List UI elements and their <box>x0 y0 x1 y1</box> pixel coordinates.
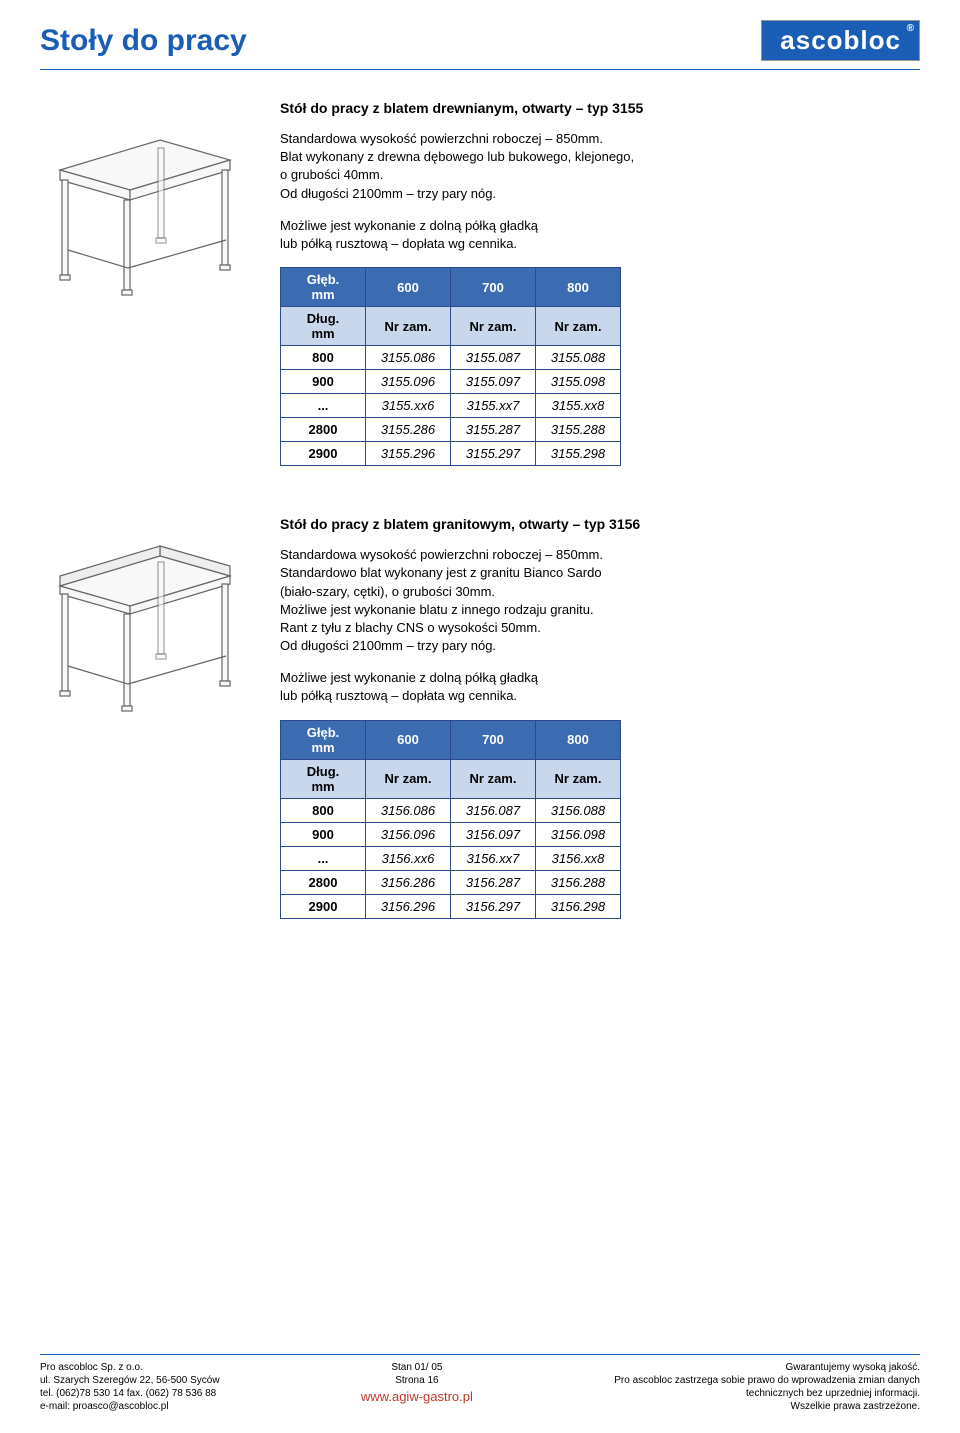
product-description-2: Możliwe jest wykonanie z dolną półką gła… <box>280 669 920 705</box>
cell-value: 3155.xx6 <box>366 394 451 418</box>
product-image-col <box>40 100 250 466</box>
page-footer: Pro ascobloc Sp. z o.o. ul. Szarych Szer… <box>40 1354 920 1413</box>
logo-text: ascobloc <box>780 25 901 55</box>
footer-right: Gwarantujemy wysoką jakość. Pro ascobloc… <box>614 1361 920 1413</box>
th-nrzam: Nr zam. <box>366 307 451 346</box>
th-nrzam: Nr zam. <box>451 307 536 346</box>
th-600: 600 <box>366 720 451 759</box>
cell-value: 3155.xx7 <box>451 394 536 418</box>
row-label: 900 <box>281 370 366 394</box>
row-label: ... <box>281 846 366 870</box>
cell-value: 3156.xx8 <box>536 846 621 870</box>
row-label: 800 <box>281 798 366 822</box>
cell-value: 3155.098 <box>536 370 621 394</box>
th-600: 600 <box>366 268 451 307</box>
cell-value: 3155.297 <box>451 442 536 466</box>
cell-value: 3156.086 <box>366 798 451 822</box>
cell-value: 3155.286 <box>366 418 451 442</box>
footer-center-text: Stan 01/ 05 Strona 16 <box>361 1361 473 1387</box>
cell-value: 3156.xx6 <box>366 846 451 870</box>
row-label: 2900 <box>281 894 366 918</box>
th-800: 800 <box>536 720 621 759</box>
cell-value: 3156.096 <box>366 822 451 846</box>
table-row: 28003155.2863155.2873155.288 <box>281 418 621 442</box>
registered-mark: ® <box>907 23 915 34</box>
cell-value: 3155.288 <box>536 418 621 442</box>
cell-value: 3155.087 <box>451 346 536 370</box>
th-nrzam: Nr zam. <box>536 759 621 798</box>
cell-value: 3156.097 <box>451 822 536 846</box>
th-gleb: Głęb. mm <box>281 268 366 307</box>
spec-table-3156: Głęb. mm 600 700 800 Dług. mm Nr zam. Nr… <box>280 720 621 919</box>
table-body-3155: 8003155.0863155.0873155.0889003155.09631… <box>281 346 621 466</box>
th-700: 700 <box>451 268 536 307</box>
th-700: 700 <box>451 720 536 759</box>
brand-logo: ascobloc ® <box>761 20 920 61</box>
row-label: 800 <box>281 346 366 370</box>
product-content-col: Stół do pracy z blatem granitowym, otwar… <box>280 516 920 919</box>
cell-value: 3155.287 <box>451 418 536 442</box>
table-illustration-3156 <box>40 536 240 716</box>
cell-value: 3155.097 <box>451 370 536 394</box>
footer-rule <box>40 1354 920 1355</box>
spec-table-3155: Głęb. mm 600 700 800 Dług. mm Nr zam. Nr… <box>280 267 621 466</box>
row-label: 900 <box>281 822 366 846</box>
th-dlug: Dług. mm <box>281 759 366 798</box>
table-row: 28003156.2863156.2873156.288 <box>281 870 621 894</box>
cell-value: 3155.096 <box>366 370 451 394</box>
th-gleb: Głęb. mm <box>281 720 366 759</box>
cell-value: 3156.296 <box>366 894 451 918</box>
cell-value: 3156.288 <box>536 870 621 894</box>
th-800: 800 <box>536 268 621 307</box>
cell-value: 3155.xx8 <box>536 394 621 418</box>
page-title: Stoły do pracy <box>40 24 247 58</box>
row-label: 2800 <box>281 870 366 894</box>
footer-left: Pro ascobloc Sp. z o.o. ul. Szarych Szer… <box>40 1361 220 1413</box>
cell-value: 3156.087 <box>451 798 536 822</box>
cell-value: 3155.296 <box>366 442 451 466</box>
cell-value: 3155.086 <box>366 346 451 370</box>
product-image-col <box>40 516 250 919</box>
row-label: 2800 <box>281 418 366 442</box>
cell-value: 3156.286 <box>366 870 451 894</box>
row-label: ... <box>281 394 366 418</box>
page-header: Stoły do pracy ascobloc ® <box>40 20 920 61</box>
footer-center: Stan 01/ 05 Strona 16 www.agiw-gastro.pl <box>361 1361 473 1413</box>
cell-value: 3155.088 <box>536 346 621 370</box>
th-nrzam: Nr zam. <box>366 759 451 798</box>
footer-url: www.agiw-gastro.pl <box>361 1389 473 1406</box>
table-row: ...3156.xx63156.xx73156.xx8 <box>281 846 621 870</box>
table-row: 9003155.0963155.0973155.098 <box>281 370 621 394</box>
th-nrzam: Nr zam. <box>536 307 621 346</box>
row-label: 2900 <box>281 442 366 466</box>
table-row: 8003155.0863155.0873155.088 <box>281 346 621 370</box>
table-row: 8003156.0863156.0873156.088 <box>281 798 621 822</box>
cell-value: 3156.297 <box>451 894 536 918</box>
product-title: Stół do pracy z blatem drewnianym, otwar… <box>280 100 920 116</box>
product-description-1: Standardowa wysokość powierzchni robocze… <box>280 546 920 655</box>
product-description-2: Możliwe jest wykonanie z dolną półką gła… <box>280 217 920 253</box>
cell-value: 3155.298 <box>536 442 621 466</box>
table-row: ...3155.xx63155.xx73155.xx8 <box>281 394 621 418</box>
table-row: 29003155.2963155.2973155.298 <box>281 442 621 466</box>
product-content-col: Stół do pracy z blatem drewnianym, otwar… <box>280 100 920 466</box>
cell-value: 3156.098 <box>536 822 621 846</box>
cell-value: 3156.xx7 <box>451 846 536 870</box>
table-row: 29003156.2963156.2973156.298 <box>281 894 621 918</box>
th-dlug: Dług. mm <box>281 307 366 346</box>
header-rule <box>40 69 920 70</box>
product-section-3155: Stół do pracy z blatem drewnianym, otwar… <box>40 100 920 466</box>
product-section-3156: Stół do pracy z blatem granitowym, otwar… <box>40 516 920 919</box>
cell-value: 3156.088 <box>536 798 621 822</box>
table-illustration-3155 <box>40 120 240 300</box>
table-row: 9003156.0963156.0973156.098 <box>281 822 621 846</box>
product-title: Stół do pracy z blatem granitowym, otwar… <box>280 516 920 532</box>
table-body-3156: 8003156.0863156.0873156.0889003156.09631… <box>281 798 621 918</box>
product-description-1: Standardowa wysokość powierzchni robocze… <box>280 130 920 203</box>
cell-value: 3156.287 <box>451 870 536 894</box>
th-nrzam: Nr zam. <box>451 759 536 798</box>
cell-value: 3156.298 <box>536 894 621 918</box>
